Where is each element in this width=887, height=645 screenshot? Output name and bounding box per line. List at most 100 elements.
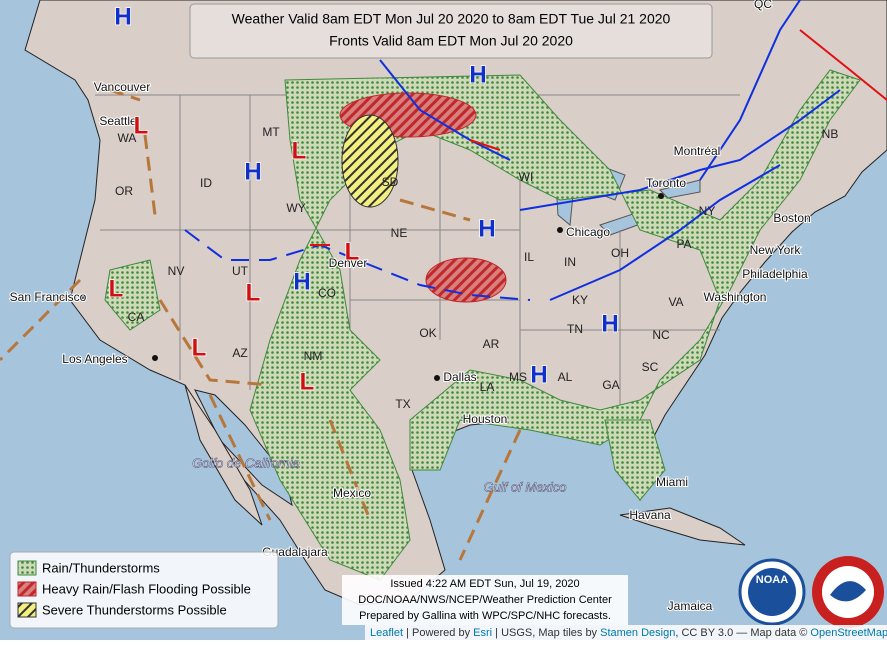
city-dot [79, 295, 85, 301]
noaa-logo: NOAA [738, 558, 806, 626]
water-label: Gulf of Mexico [483, 479, 566, 494]
city-label: New York [750, 243, 802, 257]
region-label: NB [822, 127, 839, 141]
region-label: OK [419, 326, 436, 340]
region-label: UT [232, 264, 249, 278]
city-dot [557, 227, 563, 233]
region-label: LA [480, 380, 495, 394]
region-label: AL [558, 370, 573, 384]
pressure-center: H [469, 61, 486, 88]
region-label: NV [168, 264, 185, 278]
attribution-link[interactable]: OpenStreetMap [810, 627, 887, 639]
city-label: Miami [656, 475, 688, 489]
city-label: Dallas [443, 370, 476, 384]
region-label: AR [483, 337, 500, 351]
pressure-center: H [114, 3, 131, 30]
region-label: NE [391, 226, 408, 240]
heavy-rain-south [425, 257, 507, 303]
rain-area-west [104, 259, 161, 331]
region-label: GA [602, 378, 619, 392]
region-label: PA [676, 237, 691, 251]
city-label: Mexico [333, 486, 371, 500]
pressure-center: H [293, 268, 310, 295]
attribution-text: | USGS, Map tiles by [492, 627, 600, 639]
title-box: Weather Valid 8am EDT Mon Jul 20 2020 to… [189, 3, 713, 59]
city-label: Seattle [99, 114, 137, 128]
stationary-front [184, 229, 531, 301]
city-label: Chicago [566, 225, 610, 239]
rain-area-florida [604, 419, 666, 501]
region-label: CA [128, 310, 145, 324]
water-label: Golfo de California [192, 455, 300, 470]
city-label: San Francisco [10, 290, 87, 304]
legend-label: Heavy Rain/Flash Flooding Possible [42, 581, 251, 596]
region-label: WI [519, 170, 534, 184]
region-label: OH [611, 246, 629, 260]
pressure-center: L [246, 279, 261, 306]
region-label: MS [509, 370, 527, 384]
attribution: Leaflet | Powered by Esri | USGS, Map ti… [370, 627, 887, 639]
severe-area [341, 114, 399, 208]
region-label: OR [115, 184, 133, 198]
region-label: CO [318, 286, 336, 300]
pressure-center: L [292, 137, 307, 164]
region-label: IN [564, 255, 576, 269]
nws-logo [812, 556, 884, 628]
warm-front [310, 29, 887, 246]
region-label: TN [567, 322, 583, 336]
pressure-center: L [109, 275, 124, 302]
region-label: SD [382, 175, 399, 189]
attribution-link[interactable]: Stamen Design [600, 627, 675, 639]
baja [184, 384, 263, 526]
city-label: Havana [629, 508, 671, 522]
region-label: NM [304, 349, 323, 363]
region-label: VA [668, 295, 683, 309]
pressure-center: L [345, 238, 360, 265]
region-label: MT [262, 125, 280, 139]
issued-line: Prepared by Gallina with WPC/SPC/NHC for… [359, 610, 611, 622]
attribution-text: | Powered by [403, 627, 473, 639]
city-label: Philadelphia [742, 267, 808, 281]
city-label: Toronto [646, 176, 686, 190]
issued-box: Issued 4:22 AM EDT Sun, Jul 19, 2020 DOC… [342, 575, 628, 625]
pressure-center: L [300, 368, 315, 395]
noaa-text: NOAA [756, 574, 788, 586]
region-label: NC [652, 328, 670, 342]
city-label: Vancouver [94, 80, 150, 94]
region-label: WY [286, 201, 305, 215]
issued-line: Issued 4:22 AM EDT Sun, Jul 19, 2020 [390, 578, 579, 590]
city-label: Jamaica [668, 599, 713, 613]
attribution-link[interactable]: Esri [473, 627, 492, 639]
cuba [619, 507, 746, 546]
city-label: Montréal [674, 144, 721, 158]
legend-label: Severe Thunderstorms Possible [42, 602, 227, 617]
legend-label: Rain/Thunderstorms [42, 560, 160, 575]
pressure-center: H [478, 215, 495, 242]
city-label: Washington [704, 290, 767, 304]
region-label: TX [395, 397, 410, 411]
city-label: Boston [773, 211, 810, 225]
city-dot [434, 375, 440, 381]
region-label: ID [200, 176, 212, 190]
city-dot [658, 193, 664, 199]
trough-lines [0, 88, 522, 561]
attribution-link[interactable]: Leaflet [370, 627, 403, 639]
attribution-bar [365, 625, 887, 640]
issued-line: DOC/NOAA/NWS/NCEP/Weather Prediction Cen… [358, 594, 612, 606]
cold-front [379, 0, 841, 301]
region-label: NY [699, 204, 716, 218]
pressure-center: H [244, 158, 261, 185]
pressure-center: L [192, 334, 207, 361]
pressure-center: H [601, 310, 618, 337]
legend: Rain/Thunderstorms Heavy Rain/Flash Floo… [9, 551, 279, 629]
subtitle: Fronts Valid 8am EDT Mon Jul 20 2020 [329, 33, 573, 49]
title: Weather Valid 8am EDT Mon Jul 20 2020 to… [232, 11, 671, 27]
region-label: IL [524, 250, 534, 264]
city-label: Denver [329, 256, 368, 270]
region-label: SC [642, 360, 659, 374]
region-label: KY [572, 293, 588, 307]
pressure-center: L [134, 112, 149, 139]
region-label: WA [118, 131, 137, 145]
city-label: Los Angeles [62, 352, 127, 366]
